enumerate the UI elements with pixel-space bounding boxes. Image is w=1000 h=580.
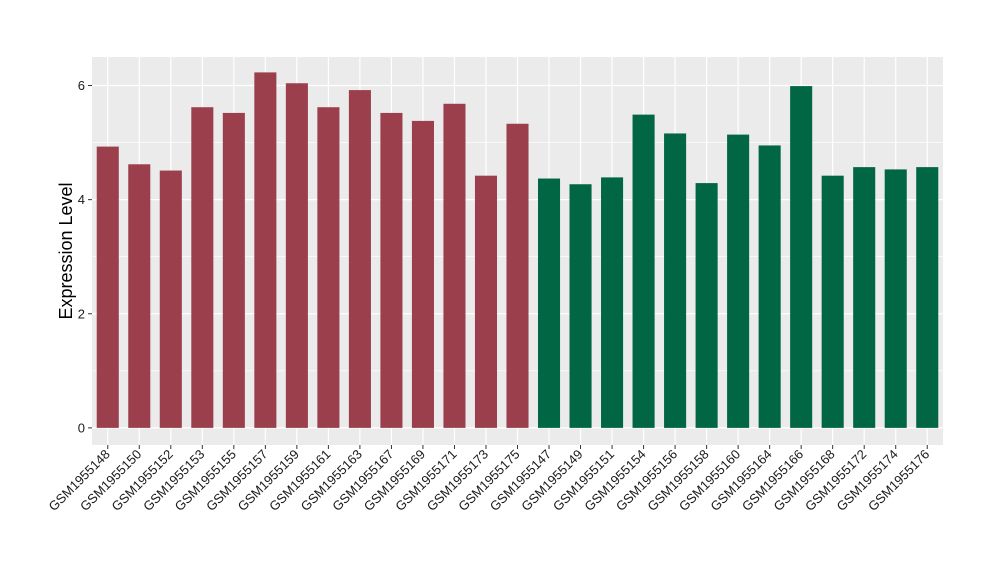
bar-GSM1955163	[348, 90, 371, 428]
bar-GSM1955168	[821, 175, 844, 428]
bar-GSM1955171	[443, 103, 466, 428]
y-tick-label: 4	[78, 192, 85, 207]
bar-GSM1955167	[380, 112, 403, 428]
bar-GSM1955154	[632, 114, 655, 428]
bar-GSM1955166	[790, 86, 813, 428]
bar-GSM1955176	[916, 167, 939, 428]
bar-GSM1955157	[254, 72, 277, 428]
y-tick-label: 6	[78, 78, 85, 93]
y-axis: 0 2 4 6	[78, 78, 92, 435]
bar-GSM1955175	[506, 123, 529, 428]
bar-GSM1955159	[285, 83, 308, 428]
bar-GSM1955153	[191, 107, 214, 428]
bar-GSM1955158	[695, 183, 718, 428]
y-tick-label: 2	[78, 306, 85, 321]
bar-GSM1955161	[317, 107, 340, 428]
bar-GSM1955173	[474, 175, 498, 428]
y-tick-label: 0	[78, 420, 85, 435]
bar-GSM1955149	[569, 184, 592, 428]
bar-GSM1955151	[601, 177, 624, 428]
bar-GSM1955150	[128, 164, 151, 428]
bar-GSM1955147	[537, 178, 561, 428]
bar-GSM1955156	[664, 133, 687, 428]
y-axis-title: Expression Level	[56, 182, 76, 319]
bars	[96, 72, 939, 428]
bar-GSM1955172	[853, 167, 876, 428]
bar-GSM1955169	[411, 120, 434, 428]
bar-GSM1955155	[222, 112, 245, 428]
bar-GSM1955160	[727, 134, 750, 428]
bar-GSM1955174	[884, 169, 907, 428]
bar-GSM1955148	[96, 146, 119, 428]
bar-GSM1955164	[758, 145, 781, 428]
bar-GSM1955152	[159, 170, 182, 428]
x-axis: GSM1955148GSM1955150GSM1955152GSM1955153…	[46, 445, 932, 514]
